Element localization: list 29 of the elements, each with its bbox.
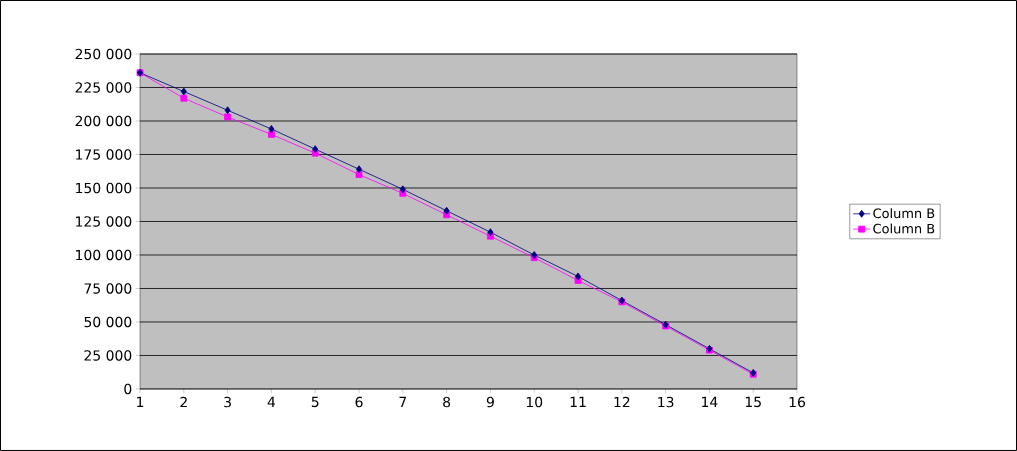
y-tick-label: 50 000 bbox=[84, 316, 132, 328]
x-tick-label: 4 bbox=[267, 396, 276, 407]
x-tick-label: 5 bbox=[311, 396, 319, 408]
y-tick-label: 100 000 bbox=[76, 249, 132, 261]
x-tick-label: 7 bbox=[399, 396, 407, 407]
legend-label: Column B bbox=[873, 208, 935, 219]
y-tick-label: 225 000 bbox=[75, 82, 132, 93]
y-tick-label: 25 000 bbox=[84, 350, 132, 361]
y-tick-label: 250 000 bbox=[75, 48, 132, 60]
legend-label: Column B bbox=[873, 223, 935, 234]
x-tick-label: 15 bbox=[745, 396, 761, 408]
x-tick-label: 10 bbox=[526, 396, 543, 408]
y-tick-label: 175 000 bbox=[76, 149, 132, 160]
x-tick-label: 11 bbox=[570, 396, 586, 407]
x-tick-label: 14 bbox=[702, 396, 718, 407]
x-tick-label: 2 bbox=[180, 396, 187, 408]
y-tick-label: 200 000 bbox=[75, 115, 132, 127]
x-tick-label: 8 bbox=[443, 396, 451, 408]
y-tick-label: 150 000 bbox=[76, 182, 132, 194]
x-tick-label: 3 bbox=[224, 396, 231, 408]
y-tick-label: 0 bbox=[124, 383, 132, 395]
y-tick-label: 75 000 bbox=[84, 283, 132, 294]
x-tick-label: 12 bbox=[614, 396, 630, 408]
x-tick-label: 1 bbox=[137, 396, 144, 407]
x-tick-label: 16 bbox=[789, 396, 806, 408]
x-tick-label: 6 bbox=[355, 396, 363, 408]
x-tick-label: 9 bbox=[486, 396, 494, 408]
x-tick-label: 13 bbox=[658, 396, 674, 408]
y-tick-label: 125 000 bbox=[76, 216, 132, 227]
